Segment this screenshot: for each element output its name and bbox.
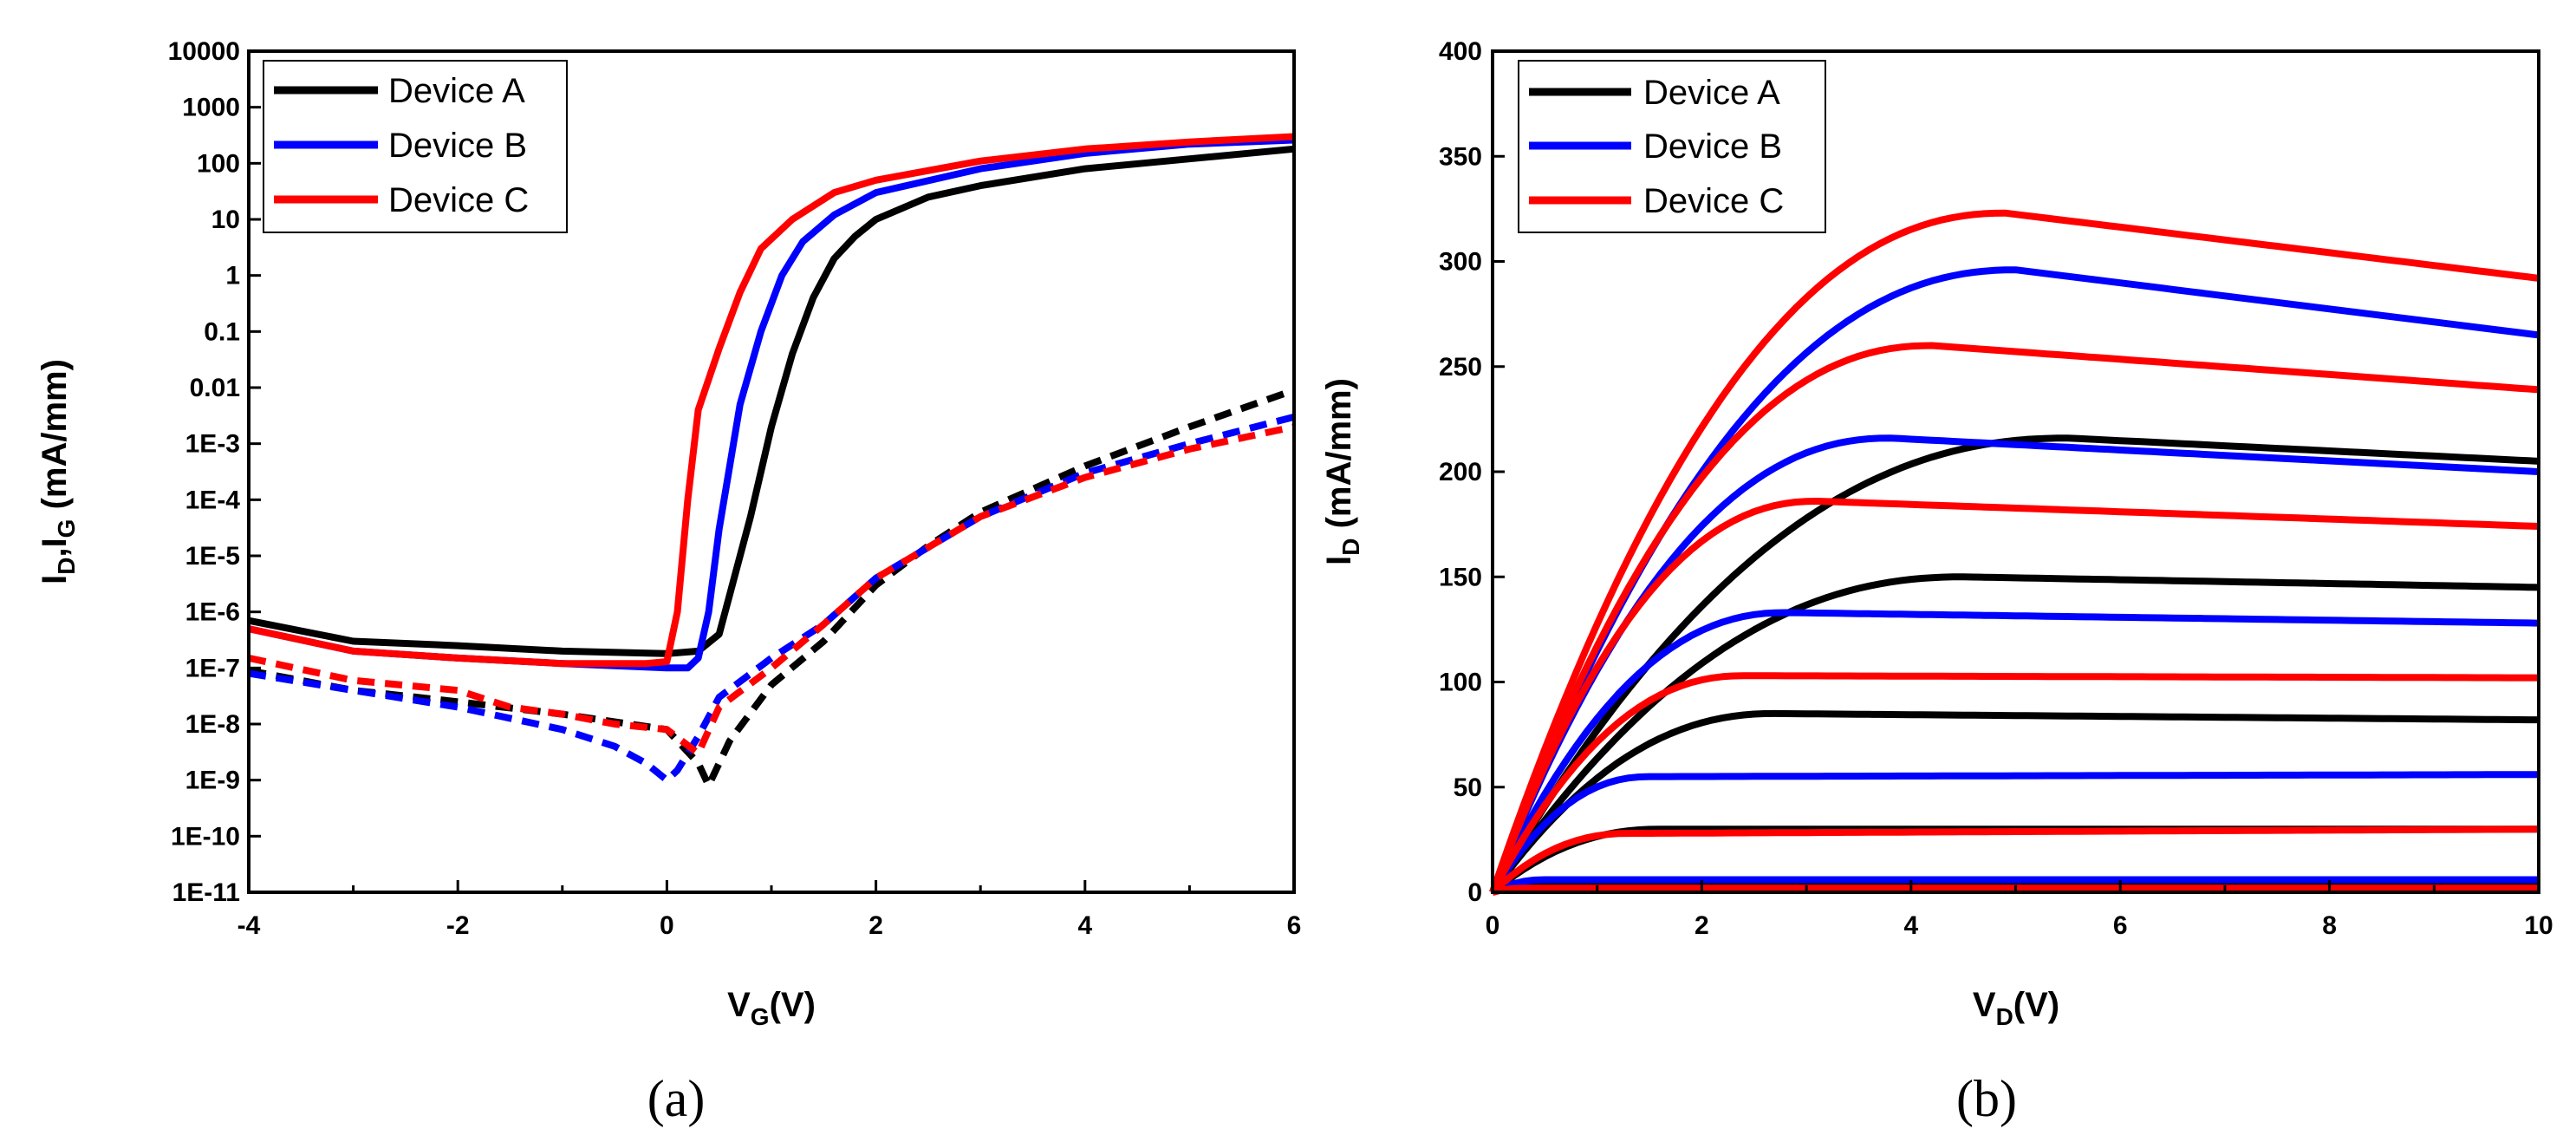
panel-a-y-tick-label: 100 [197, 149, 240, 178]
panel-b-curve-device-c-4 [1489, 672, 2539, 894]
panel-b-y-axis-label: ID (mA/mm) [1320, 378, 1364, 565]
panel-a-xlabel-sub: G [751, 1003, 770, 1030]
panel-a-y-tick-label: 1E-10 [171, 822, 240, 851]
panel-a-ig-line-device-b [248, 413, 1295, 784]
panel-b-curve-device-b-3 [1489, 609, 2540, 894]
panel-a-ig-line-device-a [248, 387, 1296, 789]
panel-a-y-tick-label: 1E-5 [185, 542, 240, 571]
panel-b-legend: Device A Device B Device C [1518, 60, 1826, 233]
panel-b-ylabel-sub: D [1337, 538, 1364, 556]
panel-a-series [248, 133, 1296, 789]
panel-a-caption: (a) [647, 1070, 706, 1127]
panel-a-x-tick-label: 6 [1287, 911, 1302, 940]
panel-a-legend-label-a: Device A [388, 72, 525, 110]
panel-b-y-tick-label: 250 [1439, 353, 1482, 382]
panel-b-x-tick-label: 6 [2113, 911, 2128, 940]
panel-a-y-tick-label: 0.01 [190, 374, 240, 402]
panel-b-y-tick-label: 100 [1439, 669, 1482, 697]
panel-a-ylabel-sub2: G [53, 519, 80, 538]
panel-a-x-tick-label: -2 [446, 911, 470, 940]
panel-a-chart: -4 -2 0 2 4 6 1E-11 1E-10 1E-9 1E-8 1E-7 1E-6 1E-5 1E… [36, 37, 1301, 1127]
panel-b-legend-label-b: Device B [1643, 127, 1782, 166]
panel-b-xlabel-unit: (V) [2013, 986, 2059, 1024]
panel-b-x-tick-label: 2 [1695, 911, 1709, 940]
panel-a-y-axis-label: ID,IG (mA/mm) [36, 359, 80, 584]
panel-a-y-tick-label: 1 [225, 262, 240, 290]
panel-b-x-tick-label: 0 [1486, 911, 1500, 940]
panel-b-curve-device-c-5 [1490, 826, 2539, 895]
panel-b-curve-device-c-3 [1489, 498, 2540, 894]
panel-b-x-tick-label: 4 [1903, 911, 1918, 940]
panel-b-curve-device-a-3 [1489, 709, 2539, 895]
panel-a-legend-label-b: Device B [388, 127, 527, 165]
panel-a-y-tick-label: 1E-11 [172, 878, 240, 907]
panel-a-y-tick-label: 1E-4 [185, 486, 241, 514]
panel-a-x-tick-label: -4 [237, 911, 261, 940]
panel-b-y-tick-label: 150 [1439, 563, 1482, 591]
panel-b-caption: (b) [1956, 1070, 2017, 1127]
panel-b-legend-label-c: Device C [1643, 182, 1784, 220]
panel-b-curve-device-c-2 [1489, 342, 2540, 894]
panel-a-x-tick-label: 2 [868, 911, 883, 940]
panel-b-curve-device-a-1 [1489, 434, 2540, 895]
panel-a-ylabel-unit: (mA/mm) [36, 359, 74, 519]
panel-b-y-tick-label: 200 [1439, 458, 1482, 486]
panel-b-y-tick-label: 350 [1439, 142, 1482, 171]
panel-b-series [1489, 209, 2540, 896]
panel-a-y-tick-label: 1000 [182, 94, 240, 122]
panel-a-ig-line-device-c [248, 423, 1295, 757]
panel-b-x-tick-label: 8 [2322, 911, 2337, 940]
panel-a-xlabel-unit: (V) [770, 986, 816, 1024]
panel-a-ylabel-sep: ,I [36, 538, 74, 557]
panel-b-ylabel-main: I [1320, 556, 1358, 565]
panel-b-y-tick-label: 400 [1439, 37, 1482, 66]
panel-b-y-tick-label: 300 [1439, 248, 1482, 277]
panel-b-curve-device-b-5 [1491, 876, 2539, 896]
panel-a-ylabel-main: I [36, 575, 74, 584]
panel-b-x-axis-label: VD(V) [1973, 986, 2059, 1030]
panel-a-xlabel-main: V [727, 986, 751, 1024]
panel-b-curve-device-c-1 [1489, 209, 2540, 894]
panel-a-y-tick-label: 1E-3 [185, 430, 240, 459]
panel-a-y-tick-label: 1E-8 [185, 710, 240, 739]
panel-a-y-tick-label: 1E-7 [185, 654, 240, 682]
panel-b-ylabel-unit: (mA/mm) [1320, 378, 1358, 538]
panel-a-y-tick-label: 1E-6 [185, 598, 240, 627]
panel-b-legend-label-a: Device A [1643, 74, 1780, 112]
panel-b-x-tick-label: 10 [2524, 911, 2553, 940]
panel-b-y-tick-label: 50 [1454, 773, 1482, 802]
panel-a-x-tick-label: 4 [1077, 911, 1092, 940]
panel-a-id-line-device-a [248, 145, 1295, 657]
panel-a-ticks: -4 -2 0 2 4 6 1E-11 1E-10 1E-9 1E-8 1E-7 1E-6 1E-5 1E… [168, 37, 1302, 940]
panel-b-y-tick-label: 0 [1467, 878, 1482, 907]
panel-a-y-tick-label: 1E-9 [185, 767, 240, 795]
panel-b-xlabel-sub: D [1996, 1003, 2013, 1030]
panel-a-legend: Device A Device B Device C [263, 60, 568, 233]
panel-a-y-tick-label: 10 [211, 206, 240, 234]
panel-a-y-tick-label: 10000 [168, 37, 240, 66]
panel-a-x-axis-label: VG(V) [727, 986, 816, 1030]
panel-a-y-tick-label: 0.1 [204, 317, 240, 346]
panel-a-x-tick-label: 0 [660, 911, 674, 940]
panel-b-xlabel-main: V [1973, 986, 1996, 1024]
panel-b-curve-device-b-2 [1489, 434, 2540, 894]
panel-a-ylabel-sub1: D [53, 558, 80, 575]
panel-a-id-line-device-c [248, 133, 1295, 668]
panel-b-curve-device-b-4 [1489, 771, 2539, 895]
panel-a-legend-label-c: Device C [388, 181, 529, 219]
